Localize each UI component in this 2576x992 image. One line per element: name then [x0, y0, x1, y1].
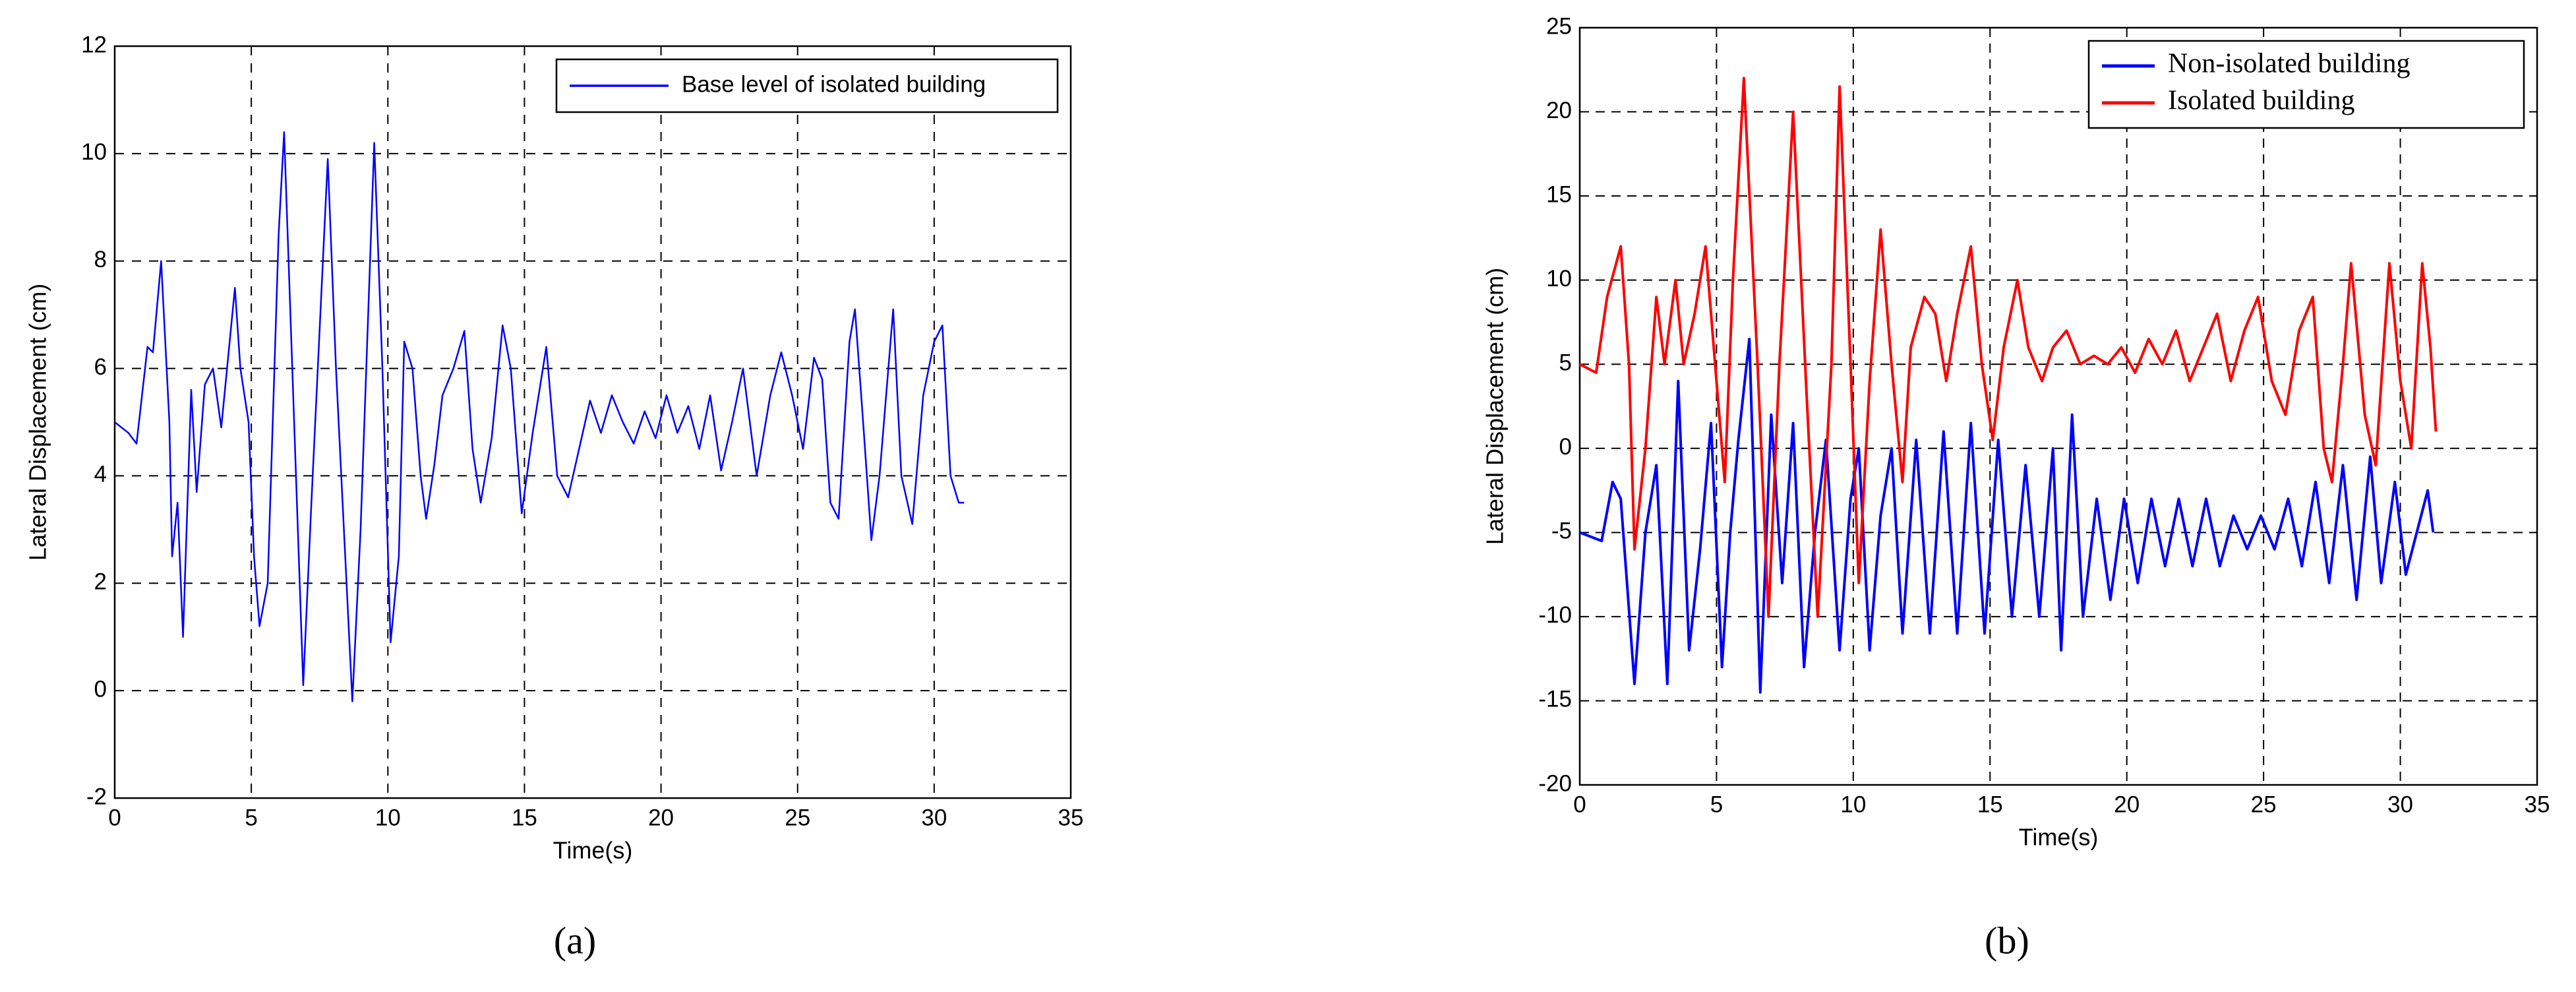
x-tick-label: 5: [1710, 791, 1723, 817]
y-tick-label: 25: [1546, 13, 1572, 39]
panel-label: (b): [1985, 919, 2029, 962]
x-tick-label: 0: [1573, 791, 1586, 817]
data-line: [1579, 77, 2438, 618]
y-tick-label: -15: [1538, 687, 1572, 712]
y-tick-label: 6: [94, 354, 107, 380]
y-tick-label: 0: [94, 676, 107, 702]
x-tick-label: 20: [2114, 791, 2140, 817]
legend-label: Non-isolated building: [2168, 49, 2410, 79]
x-tick-label: 30: [2387, 791, 2413, 817]
y-axis-label: Lateral Displacement (cm): [24, 284, 51, 561]
data-line: [1579, 338, 2435, 694]
y-tick-label: 12: [81, 32, 107, 57]
x-axis-label: Time(s): [2019, 824, 2099, 851]
x-tick-label: 30: [921, 805, 947, 830]
legend-box: [2087, 40, 2525, 129]
y-tick-label: -20: [1538, 770, 1572, 796]
x-tick-label: 15: [1977, 791, 2003, 817]
y-tick-label: 0: [1559, 434, 1572, 460]
panel-label: (a): [554, 919, 596, 962]
y-tick-label: -5: [1551, 518, 1572, 544]
x-tick-label: 25: [2251, 791, 2277, 817]
y-tick-label: 5: [1559, 350, 1572, 375]
x-tick-label: 5: [245, 805, 257, 830]
x-tick-label: 15: [512, 805, 537, 830]
y-tick-label: 20: [1546, 98, 1572, 123]
data-line: [114, 131, 965, 702]
y-tick-label: -2: [86, 784, 107, 809]
x-tick-label: 25: [785, 805, 810, 830]
legend-label: Isolated building: [2168, 86, 2354, 116]
x-tick-label: 10: [375, 805, 401, 830]
x-tick-label: 20: [648, 805, 674, 830]
y-tick-label: 10: [1546, 266, 1572, 292]
x-tick-label: 0: [108, 805, 121, 830]
y-tick-label: 15: [1546, 181, 1572, 207]
y-tick-label: 4: [94, 462, 107, 487]
legend-label: Base level of isolated building: [682, 71, 986, 97]
y-tick-label: 10: [81, 139, 107, 165]
y-tick-label: 8: [94, 247, 107, 272]
x-axis-label: Time(s): [553, 837, 633, 864]
y-tick-label: 2: [94, 569, 107, 595]
plot-area: [1580, 28, 2537, 785]
plot-area: [115, 46, 1071, 798]
x-tick-label: 35: [1058, 805, 1084, 830]
y-axis-label: Lateral Displacement (cm): [1482, 268, 1509, 545]
x-tick-label: 10: [1840, 791, 1866, 817]
plot-frame: [1578, 26, 2538, 786]
x-tick-label: 35: [2525, 791, 2550, 817]
y-tick-label: -10: [1538, 602, 1572, 628]
